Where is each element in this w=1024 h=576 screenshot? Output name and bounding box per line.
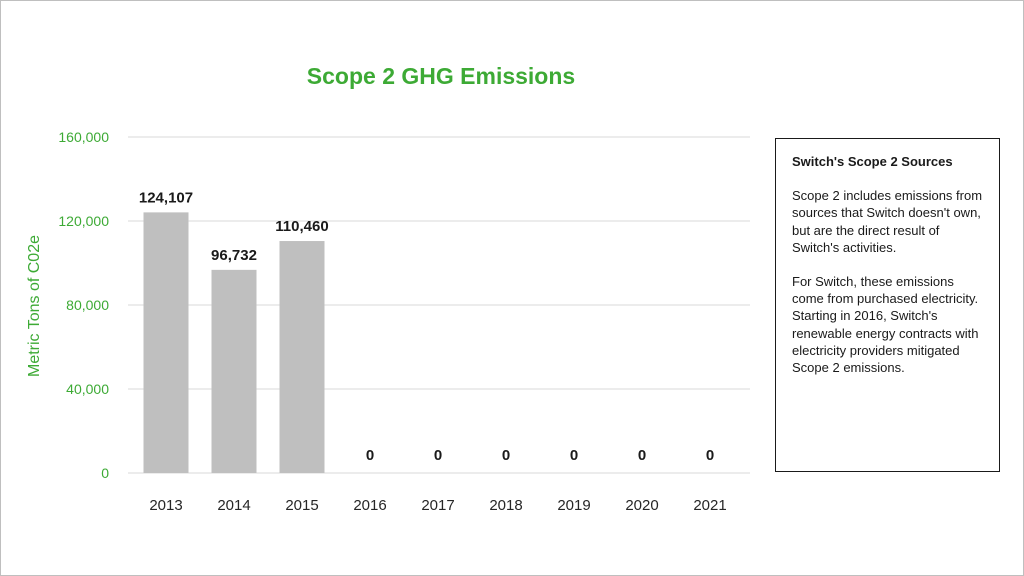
data-label: 96,732 [211,247,257,264]
data-label: 0 [366,447,374,464]
y-tick-label: 120,000 [58,213,109,229]
data-label: 0 [706,447,714,464]
data-label: 0 [434,447,442,464]
x-tick-label: 2021 [693,497,726,514]
info-box-heading: Switch's Scope 2 Sources [792,154,953,169]
x-tick-label: 2016 [353,497,386,514]
y-tick-label: 160,000 [58,129,109,145]
data-label: 0 [638,447,646,464]
y-axis-title: Metric Tons of C02e [26,235,43,377]
data-label: 0 [570,447,578,464]
x-tick-label: 2020 [625,497,658,514]
info-box-paragraph-2: For Switch, these emissions come from pu… [792,274,979,376]
x-tick-label: 2019 [557,497,590,514]
bar-2015 [279,241,325,473]
data-label: 110,460 [275,218,328,235]
y-tick-label: 40,000 [66,381,109,397]
data-label: 0 [502,447,510,464]
bar-2014 [211,269,257,473]
y-tick-label: 0 [101,465,109,481]
chart-title: Scope 2 GHG Emissions [306,63,576,89]
x-tick-label: 2014 [217,497,250,514]
info-box-paragraph-1: Scope 2 includes emissions from sources … [792,188,983,255]
data-label: 124,107 [139,189,193,206]
x-tick-label: 2015 [285,497,318,514]
x-tick-label: 2013 [149,497,182,514]
x-tick-label: 2017 [421,497,454,514]
y-tick-label: 80,000 [66,297,109,313]
info-box: Switch's Scope 2 Sources Scope 2 include… [775,138,1000,472]
x-tick-label: 2018 [489,497,522,514]
bar-2013 [143,212,189,473]
